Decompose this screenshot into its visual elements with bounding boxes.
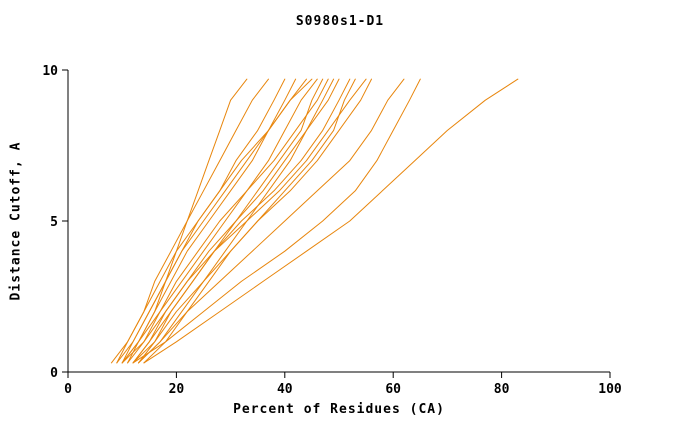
series-line-model-06: [121, 78, 367, 364]
series-line-model-16: [143, 78, 519, 364]
x-tick-label: 100: [598, 382, 622, 397]
series-line-model-09: [127, 78, 297, 364]
y-tick-label: 0: [50, 366, 58, 381]
series-line-model-03: [127, 78, 329, 364]
x-tick-label: 80: [494, 382, 510, 397]
series-line-model-12: [121, 78, 286, 364]
x-axis-label: Percent of Residues (CA): [233, 402, 445, 417]
series-line-model-02: [116, 78, 313, 364]
series-line-model-05: [138, 78, 351, 364]
x-tick-label: 20: [169, 382, 185, 397]
series-line-model-14: [138, 78, 405, 364]
x-tick-label: 0: [64, 382, 72, 397]
series-line-model-17: [116, 78, 269, 364]
series-line-model-01: [121, 78, 248, 364]
series-line-model-18: [121, 78, 318, 364]
chart-title: S0980s1-D1: [295, 14, 385, 29]
x-tick-label: 60: [385, 382, 401, 397]
series-line-model-10: [138, 78, 335, 364]
series-line-model-08: [132, 78, 324, 364]
y-tick-label: 5: [50, 215, 58, 230]
series-line-model-13: [143, 78, 372, 364]
y-tick-label: 10: [42, 64, 58, 79]
x-tick-label: 40: [277, 382, 293, 397]
series-line-model-15: [132, 78, 421, 364]
